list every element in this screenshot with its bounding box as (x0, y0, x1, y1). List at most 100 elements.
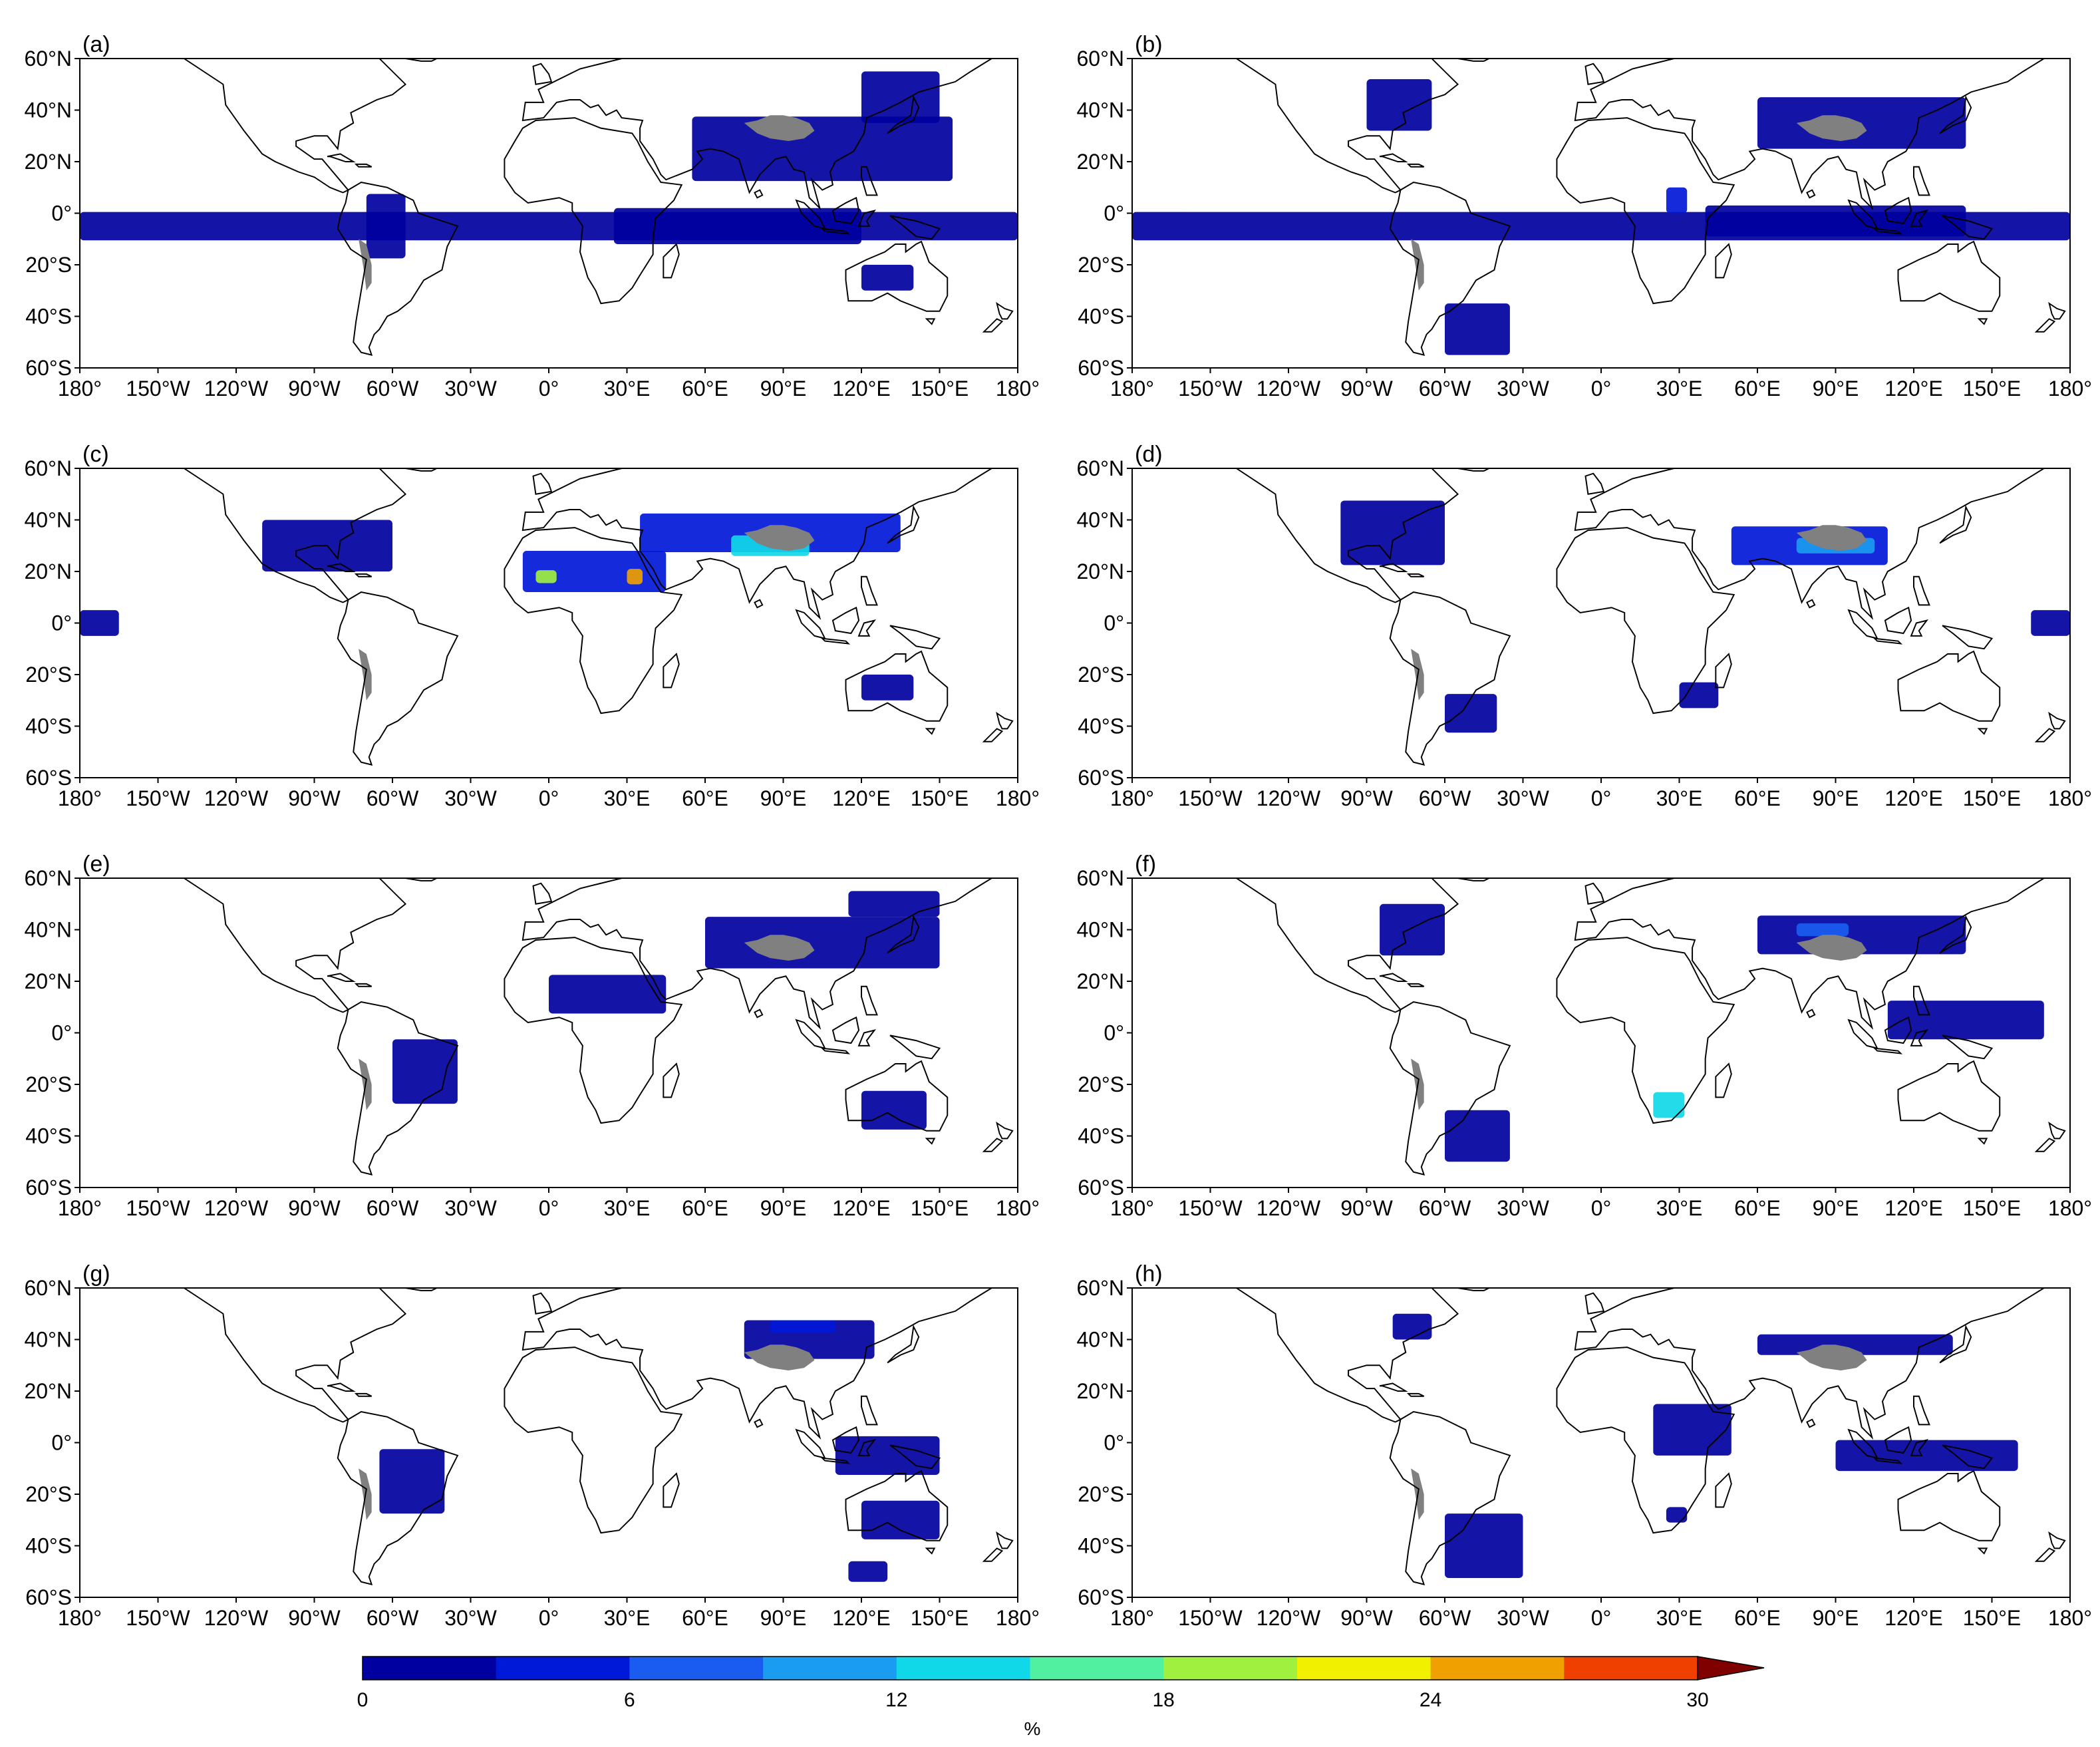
lat-tick-label: 20°N (1077, 969, 1125, 993)
data-cell (627, 569, 643, 585)
lon-tick-label: 180° (58, 1606, 102, 1630)
lon-tick-label: 180° (2048, 1196, 2092, 1220)
data-cell (613, 208, 861, 244)
data-cell (392, 1039, 458, 1104)
lat-tick-label: 40°N (25, 1328, 73, 1352)
lon-tick-label: 180° (2048, 1606, 2092, 1630)
data-cell (1392, 1313, 1432, 1340)
map-area (79, 468, 1018, 778)
data-cell (1380, 903, 1445, 956)
colorbar-segment (629, 1657, 764, 1680)
lon-tick-label: 180° (58, 1196, 102, 1220)
map-area (1132, 59, 2071, 368)
lat-tick-label: 60°N (25, 456, 73, 480)
lon-tick-label: 180° (1110, 377, 1154, 400)
lon-tick-label: 0° (539, 1606, 559, 1630)
map-area (79, 59, 1018, 368)
lon-tick-label: 0° (539, 377, 559, 400)
lon-tick-label: 60°E (1734, 1196, 1781, 1220)
panel-label: (c) (82, 442, 109, 467)
colorbar-tick-label: 6 (624, 1689, 635, 1711)
lon-tick-label: 120°W (204, 786, 269, 810)
colorbar-segment (496, 1657, 630, 1680)
lon-tick-label: 180° (996, 377, 1040, 400)
lon-tick-label: 90°W (288, 1196, 341, 1220)
lon-tick-label: 0° (539, 1196, 559, 1220)
data-cell (1796, 923, 1849, 937)
map-area (79, 878, 1018, 1188)
lat-tick-label: 0° (51, 611, 72, 635)
lon-tick-label: 120°W (1257, 786, 1321, 810)
lon-tick-label: 60°W (1419, 1606, 1471, 1630)
lon-tick-label: 120°E (1884, 1606, 1943, 1630)
lon-tick-label: 60°W (1419, 786, 1471, 810)
lon-tick-label: 90°W (1340, 377, 1393, 400)
data-cell (549, 975, 667, 1014)
colorbar-segment (363, 1657, 497, 1680)
lon-tick-label: 90°E (760, 377, 807, 400)
panel-label: (e) (82, 852, 110, 877)
lon-tick-label: 150°W (126, 1606, 190, 1630)
colorbar-segment (763, 1657, 897, 1680)
colorbar-tick-label: 0 (357, 1689, 369, 1711)
lat-tick-label: 60°N (1077, 456, 1125, 480)
data-cell (835, 1436, 940, 1475)
data-cell (79, 212, 1018, 241)
lon-tick-label: 60°E (1734, 1606, 1781, 1630)
lon-tick-label: 150°E (1963, 377, 2022, 400)
lat-tick-label: 40°N (1077, 1328, 1125, 1352)
data-cell (770, 1320, 835, 1333)
lat-tick-label: 20°S (25, 253, 72, 277)
colorbar-segment (1030, 1657, 1164, 1680)
data-cell (1653, 1092, 1685, 1118)
lat-tick-label: 0° (51, 1431, 72, 1455)
lon-tick-label: 0° (539, 786, 559, 810)
map-area (1132, 468, 2071, 778)
lat-tick-label: 20°S (25, 1482, 72, 1506)
lon-tick-label: 30°W (1497, 1606, 1549, 1630)
lon-tick-label: 120°E (832, 1196, 891, 1220)
lon-tick-label: 180° (996, 786, 1040, 810)
lat-tick-label: 20°N (1077, 559, 1125, 583)
lon-tick-label: 90°W (288, 1606, 341, 1630)
data-cell (1445, 1513, 1523, 1578)
lon-tick-label: 30°E (1656, 377, 1703, 400)
lat-tick-label: 20°N (25, 559, 73, 583)
lon-tick-label: 180° (1110, 1606, 1154, 1630)
lon-tick-label: 0° (1591, 1606, 1612, 1630)
lat-tick-label: 60°S (1078, 766, 1124, 790)
data-cell (861, 1500, 940, 1539)
lon-tick-label: 150°W (1178, 1606, 1243, 1630)
lon-tick-label: 150°E (911, 1196, 969, 1220)
lon-tick-label: 60°W (1419, 377, 1471, 400)
lon-tick-label: 90°W (1340, 1196, 1393, 1220)
lon-tick-label: 150°W (126, 786, 190, 810)
data-cell (2031, 610, 2070, 636)
colorbar: 0 6 12 18 24 30 % (357, 1656, 1765, 1739)
lon-tick-label: 30°E (604, 1196, 651, 1220)
lon-tick-label: 150°W (126, 1196, 190, 1220)
lon-tick-label: 60°E (1734, 377, 1781, 400)
lon-tick-label: 90°E (1813, 377, 1859, 400)
lat-tick-label: 20°N (1077, 150, 1125, 174)
data-cell (692, 116, 953, 182)
colorbar-tick-label: 12 (885, 1689, 907, 1711)
lat-tick-label: 0° (1104, 611, 1124, 635)
lat-tick-label: 0° (51, 1021, 72, 1045)
masked-region-tibet (1796, 935, 1867, 961)
lon-tick-label: 120°W (204, 1606, 269, 1630)
panel-label: (a) (82, 32, 110, 57)
masked-region-tibet (1796, 115, 1867, 141)
lat-tick-label: 20°S (1078, 1072, 1124, 1096)
lon-tick-label: 180° (996, 1606, 1040, 1630)
masked-region-tibet (744, 525, 815, 551)
data-cell (1340, 500, 1445, 565)
lon-tick-label: 30°E (604, 377, 651, 400)
lon-tick-label: 60°W (367, 377, 419, 400)
lon-tick-label: 90°E (760, 1606, 807, 1630)
lat-tick-label: 40°S (1078, 1534, 1124, 1558)
lon-tick-label: 60°E (682, 1606, 728, 1630)
